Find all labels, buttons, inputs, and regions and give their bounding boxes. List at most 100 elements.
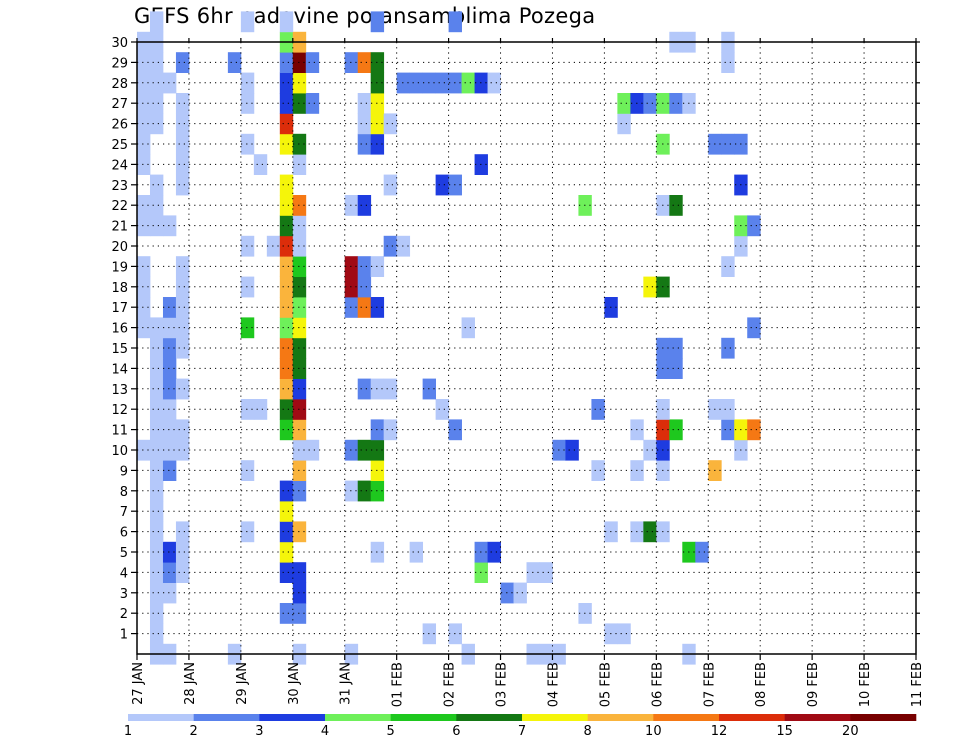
heatmap-cell — [357, 378, 372, 400]
heatmap-cell — [357, 480, 372, 502]
heatmap-cell — [162, 582, 177, 604]
heatmap-cell — [175, 297, 190, 318]
x-tick-label: 09 FEB — [806, 662, 821, 707]
heatmap-cell — [357, 276, 372, 298]
heatmap-cell — [669, 337, 683, 359]
colorbar-segment — [325, 714, 391, 721]
heatmap-cell — [149, 439, 164, 461]
heatmap-cell — [409, 72, 424, 94]
heatmap-cell — [137, 215, 151, 237]
y-tick-label: 11 — [111, 424, 128, 439]
heatmap-cell — [279, 337, 294, 359]
heatmap-cell — [292, 297, 307, 318]
heatmap-cell — [669, 195, 683, 216]
heatmap-cell — [162, 399, 177, 420]
heatmap-cell — [149, 195, 164, 216]
heatmap-cell — [279, 378, 294, 400]
heatmap-cell — [279, 480, 294, 502]
heatmap-cell — [149, 337, 164, 359]
heatmap-cell — [721, 337, 735, 359]
colorbar-segment — [193, 714, 260, 721]
y-tick-label: 20 — [111, 240, 128, 255]
heatmap-cell — [292, 215, 307, 237]
heatmap-cell — [305, 439, 320, 461]
heatmap-cell — [137, 133, 151, 155]
heatmap-cell — [292, 460, 307, 481]
colorbar-label: 4 — [321, 724, 329, 739]
x-tick-label: 30 JAN — [287, 662, 302, 705]
heatmap-cell — [240, 93, 255, 114]
heatmap-cell — [162, 460, 177, 481]
heatmap-cell — [292, 195, 307, 216]
heatmap-cell — [383, 419, 398, 441]
x-tick-label: 01 FEB — [391, 662, 406, 707]
heatmap-cell — [279, 297, 294, 318]
heatmap-cell — [721, 399, 735, 420]
heatmap-cell — [461, 72, 475, 94]
heatmap-cell — [149, 358, 164, 379]
colorbar-label: 12 — [711, 724, 728, 739]
heatmap-cell — [149, 603, 164, 624]
heatmap-cell — [617, 93, 631, 114]
heatmap-cell — [149, 460, 164, 481]
colorbar-label: 5 — [387, 724, 395, 739]
heatmap-cell — [240, 276, 255, 298]
heatmap-cell — [240, 399, 255, 420]
heatmap-cell — [175, 276, 190, 298]
heatmap-cell — [149, 541, 164, 563]
heatmap-cell — [149, 11, 164, 33]
heatmap-cell — [695, 541, 709, 563]
heatmap-cell — [279, 215, 294, 237]
heatmap-cell — [149, 317, 164, 339]
heatmap-cell — [162, 562, 177, 583]
heatmap-cell — [292, 521, 307, 543]
y-tick-label: 28 — [111, 77, 128, 92]
heatmap-cell — [175, 52, 190, 73]
heatmap-cell — [137, 276, 151, 298]
heatmap-cell — [175, 113, 190, 135]
heatmap-cell — [487, 541, 501, 563]
heatmap-cell — [591, 399, 605, 420]
x-tick-label: 31 JAN — [339, 662, 354, 705]
y-tick-label: 16 — [111, 322, 128, 337]
heatmap-cell — [292, 399, 307, 420]
heatmap-cell — [175, 419, 190, 441]
heatmap-cell — [149, 174, 164, 196]
y-tick-label: 25 — [111, 138, 128, 153]
heatmap-cell — [162, 297, 177, 318]
heatmap-cell — [175, 521, 190, 543]
heatmap-cell — [617, 623, 631, 645]
heatmap-cell — [344, 52, 359, 73]
heatmap-cell — [669, 358, 683, 379]
y-tick-label: 21 — [111, 220, 128, 235]
heatmap-cell — [279, 276, 294, 298]
heatmap-cell — [162, 439, 177, 461]
heatmap-cell — [149, 501, 164, 522]
heatmap-cell — [149, 562, 164, 583]
heatmap-cell — [266, 235, 281, 257]
heatmap-cell — [344, 256, 359, 277]
heatmap-cell — [292, 378, 307, 400]
heatmap-cell — [357, 195, 372, 216]
y-tick-label: 6 — [120, 526, 128, 541]
y-tick-label: 26 — [111, 118, 128, 133]
heatmap-cell — [253, 154, 268, 175]
heatmap-cell — [344, 276, 359, 298]
x-tick-label: 03 FEB — [495, 662, 510, 707]
heatmap-cell — [137, 317, 151, 339]
heatmap-cell — [175, 174, 190, 196]
heatmap-cell — [162, 419, 177, 441]
y-tick-label: 14 — [111, 362, 128, 377]
y-tick-label: 3 — [120, 587, 128, 602]
x-tick-label: 11 FEB — [910, 662, 925, 707]
x-tick-label: 27 JAN — [131, 662, 146, 705]
heatmap-cell — [149, 215, 164, 237]
colorbar-label: 1 — [124, 724, 132, 739]
heatmap-cell — [175, 133, 190, 155]
colorbar-segment — [390, 714, 457, 721]
heatmap-cell — [292, 562, 307, 583]
heatmap-cell — [279, 174, 294, 196]
y-tick-label: 13 — [111, 383, 128, 398]
heatmap-cell — [292, 337, 307, 359]
heatmap-cell — [162, 317, 177, 339]
